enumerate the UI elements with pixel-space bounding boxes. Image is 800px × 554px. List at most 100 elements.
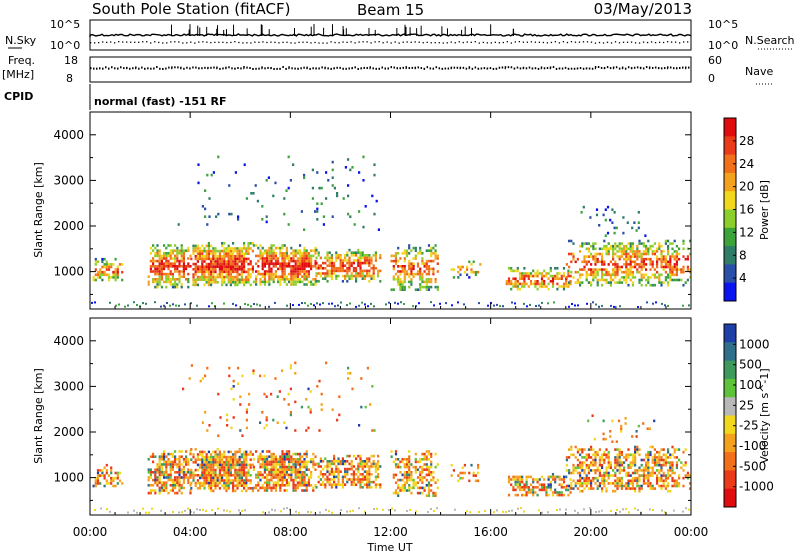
heatmap-cell: [243, 268, 246, 271]
colorbar-swatch: [724, 378, 736, 398]
heatmap-cell: [616, 482, 619, 485]
heatmap-cell: [319, 460, 322, 463]
heatmap-cell: [281, 244, 284, 247]
heatmap-cell: [243, 466, 246, 469]
heatmap-cell: [518, 274, 522, 278]
heatmap-cell: [496, 509, 498, 512]
heatmap-cell: [151, 507, 153, 510]
heatmap-cell: [234, 281, 237, 284]
heatmap-cell: [583, 265, 586, 269]
freq-dot: [546, 66, 549, 69]
heatmap-cell: [540, 483, 544, 486]
heatmap-cell: [294, 476, 297, 479]
heatmap-cell: [249, 474, 252, 477]
heatmap-cell: [152, 257, 155, 260]
freq-dot: [489, 67, 492, 70]
heatmap-cell: [645, 257, 648, 261]
heatmap-cell: [638, 453, 641, 457]
heatmap-cell: [614, 482, 617, 485]
heatmap-cell: [171, 283, 174, 286]
heatmap-cell: [590, 456, 593, 459]
heatmap-cell: [149, 270, 152, 273]
heatmap-cell: [236, 450, 239, 454]
heatmap-cell: [147, 476, 150, 479]
heatmap-cell: [169, 262, 172, 265]
heatmap-cell: [590, 448, 593, 451]
heatmap-cell: [667, 283, 670, 287]
heatmap-cell: [259, 421, 262, 424]
heatmap-cell: [627, 456, 630, 459]
heatmap-cell: [154, 491, 157, 495]
heatmap-cell: [263, 265, 266, 268]
colorbar-tick-label: 16: [739, 203, 754, 217]
heatmap-cell: [348, 256, 351, 260]
heatmap-cell: [618, 255, 621, 258]
heatmap-cell: [350, 473, 353, 476]
heatmap-cell: [410, 278, 413, 281]
heatmap-cell: [227, 481, 230, 485]
heatmap-cell: [605, 278, 608, 282]
heatmap-cell: [221, 479, 224, 482]
heatmap-cell: [294, 484, 297, 487]
heatmap-cell: [223, 450, 226, 454]
freq-dot: [105, 66, 107, 69]
heatmap-cell: [263, 259, 266, 263]
heatmap-cell: [207, 458, 210, 461]
heatmap-cell: [412, 265, 415, 268]
heatmap-cell: [281, 252, 284, 255]
heatmap-cell: [149, 484, 152, 487]
heatmap-cell: [210, 244, 213, 248]
heatmap-cell: [109, 301, 111, 304]
heatmap-cell: [255, 486, 258, 490]
heatmap-cell: [344, 256, 347, 260]
heatmap-cell: [167, 252, 170, 255]
heatmap-cell: [642, 466, 645, 470]
heatmap-cell: [167, 491, 170, 495]
heatmap-cell: [562, 287, 566, 291]
heatmap-cell: [245, 476, 248, 480]
heatmap-cell: [664, 257, 667, 261]
heatmap-cell: [307, 262, 310, 265]
heatmap-cell: [236, 270, 239, 274]
heatmap-cell: [414, 471, 417, 474]
heatmap-cell: [370, 465, 373, 468]
heatmap-cell: [94, 484, 97, 488]
heatmap-cell: [614, 270, 617, 274]
colorbar-swatch: [724, 154, 736, 174]
heatmap-cell: [207, 249, 210, 253]
heatmap-cell: [615, 440, 618, 443]
heatmap-cell: [103, 466, 106, 470]
heatmap-cell: [322, 223, 325, 226]
heatmap-cell: [133, 509, 135, 512]
heatmap-cell: [348, 274, 351, 278]
heatmap-cell: [394, 259, 398, 263]
heatmap-cell: [240, 463, 243, 467]
freq-dot: [666, 66, 669, 69]
heatmap-cell: [430, 471, 433, 474]
nsearch-dot: [494, 41, 496, 43]
heatmap-cell: [363, 259, 366, 262]
heatmap-cell: [174, 278, 177, 281]
heatmap-cell: [331, 184, 334, 187]
heatmap-cell: [216, 453, 219, 456]
heatmap-cell: [301, 262, 304, 265]
heatmap-cell: [605, 252, 608, 256]
heatmap-cell: [279, 471, 282, 474]
freq-dot: [633, 66, 636, 69]
heatmap-cell: [634, 461, 637, 464]
heatmap-cell: [374, 465, 377, 468]
heatmap-cell: [268, 270, 271, 273]
heatmap-cell: [285, 249, 288, 252]
heatmap-cell: [634, 250, 637, 253]
heatmap-cell: [660, 484, 663, 488]
heatmap-cell: [283, 275, 286, 278]
heatmap-cell: [562, 493, 566, 497]
heatmap-cell: [646, 427, 649, 430]
heatmap-cell: [182, 267, 185, 271]
heatmap-cell: [625, 471, 628, 475]
heatmap-cell: [274, 257, 277, 260]
heatmap-cell: [243, 468, 246, 472]
heatmap-cell: [527, 491, 530, 494]
heatmap-cell: [285, 265, 288, 268]
heatmap-cell: [205, 275, 208, 279]
